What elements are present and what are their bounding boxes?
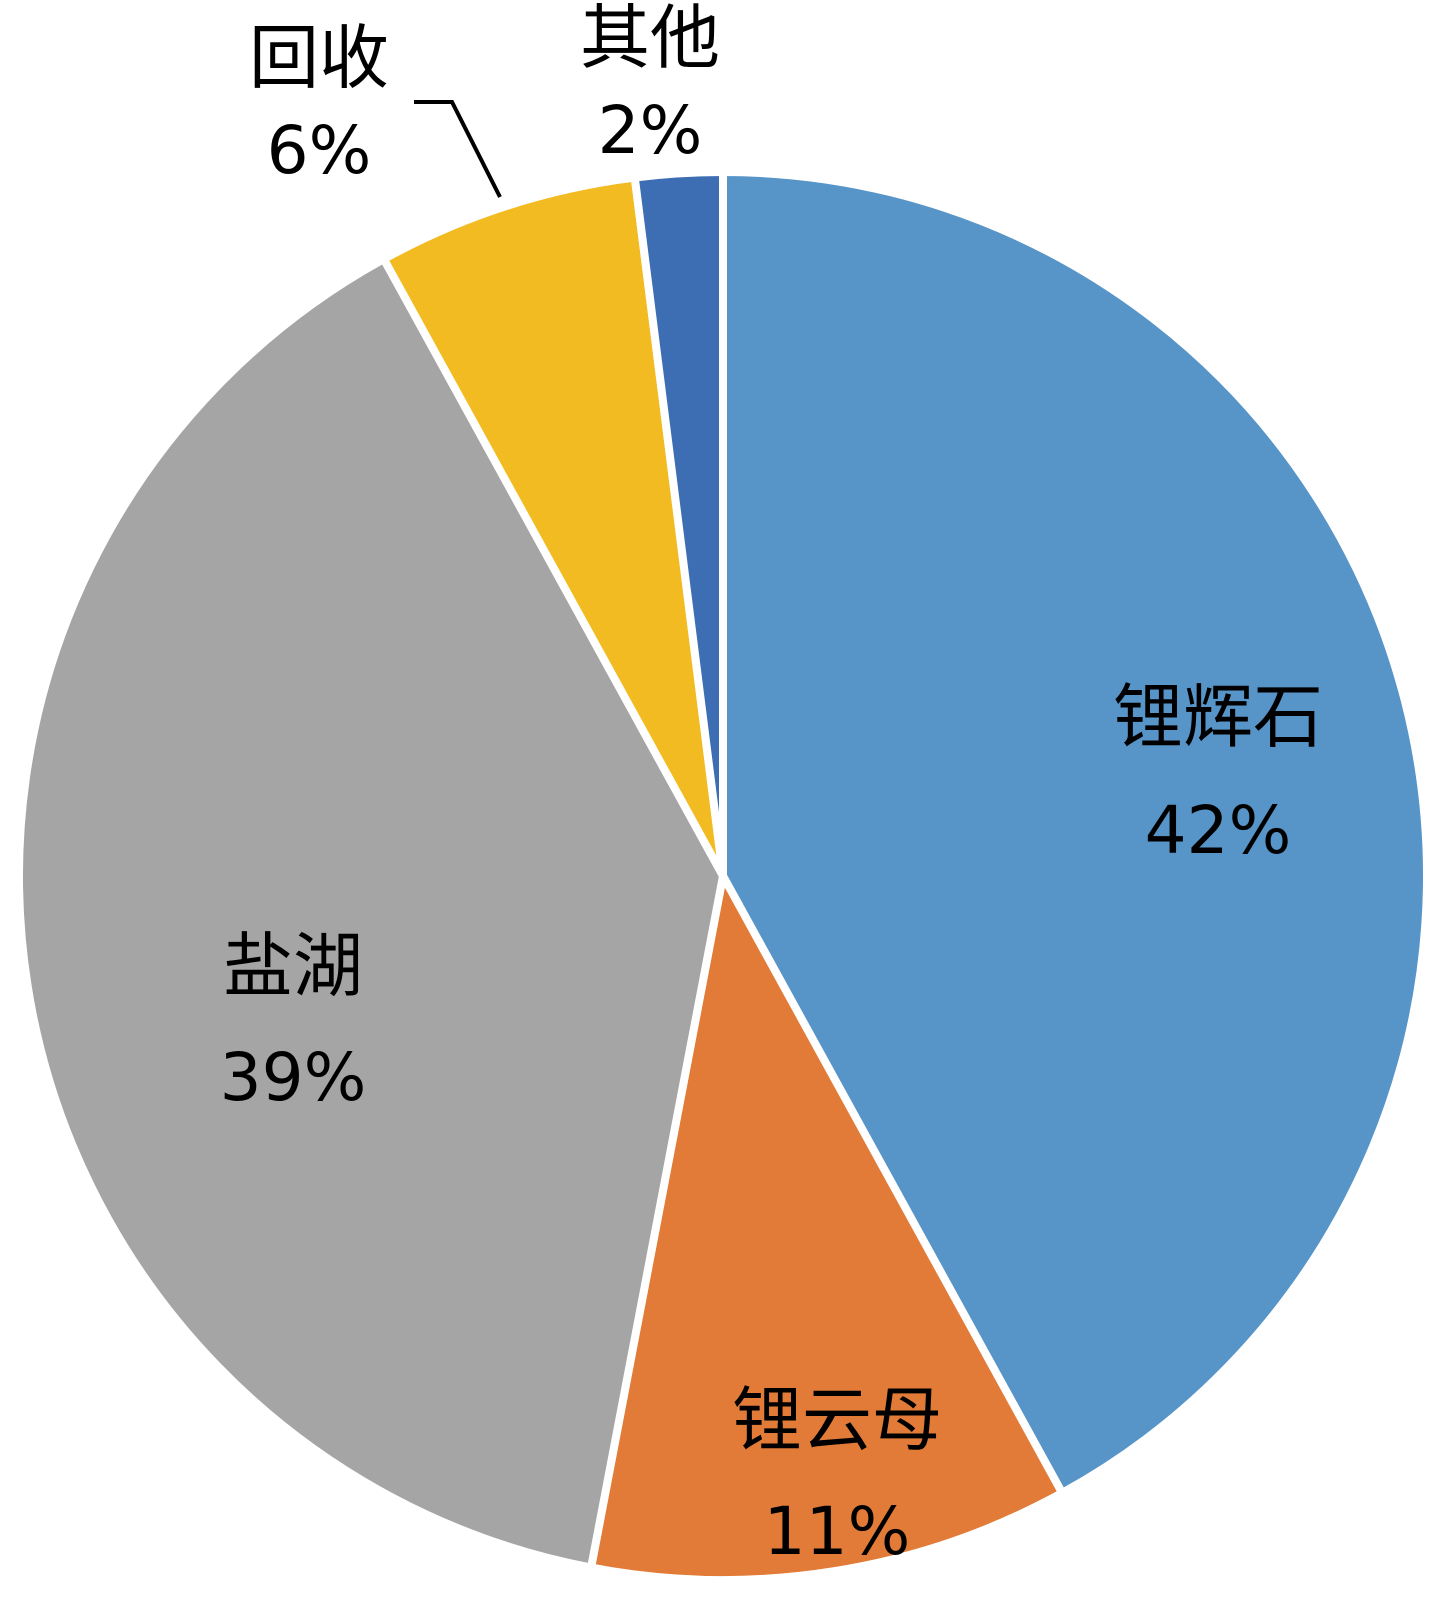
label-value-盐湖: 39% — [220, 1039, 367, 1116]
pie-slice-其他 — [630, 167, 727, 877]
pie-slice-锂辉石 — [719, 167, 1431, 1499]
label-name-锂辉石: 锂辉石 — [1113, 676, 1323, 758]
label-name-锂云母: 锂云母 — [732, 1379, 942, 1461]
pie-slice-盐湖 — [15, 253, 728, 1573]
pie-slice-回收 — [378, 173, 727, 878]
label-value-其他: 2% — [598, 92, 703, 169]
pie-labels: 锂辉石 42% 锂云母 11% 盐湖 39% 回收 6% 其他 2% — [220, 0, 1323, 1570]
label-value-锂云母: 11% — [764, 1493, 911, 1570]
label-name-回收: 回收 — [249, 17, 389, 99]
leader-line-回收 — [414, 100, 502, 198]
label-value-锂辉石: 42% — [1145, 792, 1292, 869]
pie-slices — [15, 167, 1431, 1584]
label-name-其他: 其他 — [580, 0, 720, 79]
label-value-回收: 6% — [267, 112, 372, 189]
label-name-盐湖: 盐湖 — [223, 925, 363, 1007]
pie-slice-锂云母 — [586, 864, 1068, 1584]
